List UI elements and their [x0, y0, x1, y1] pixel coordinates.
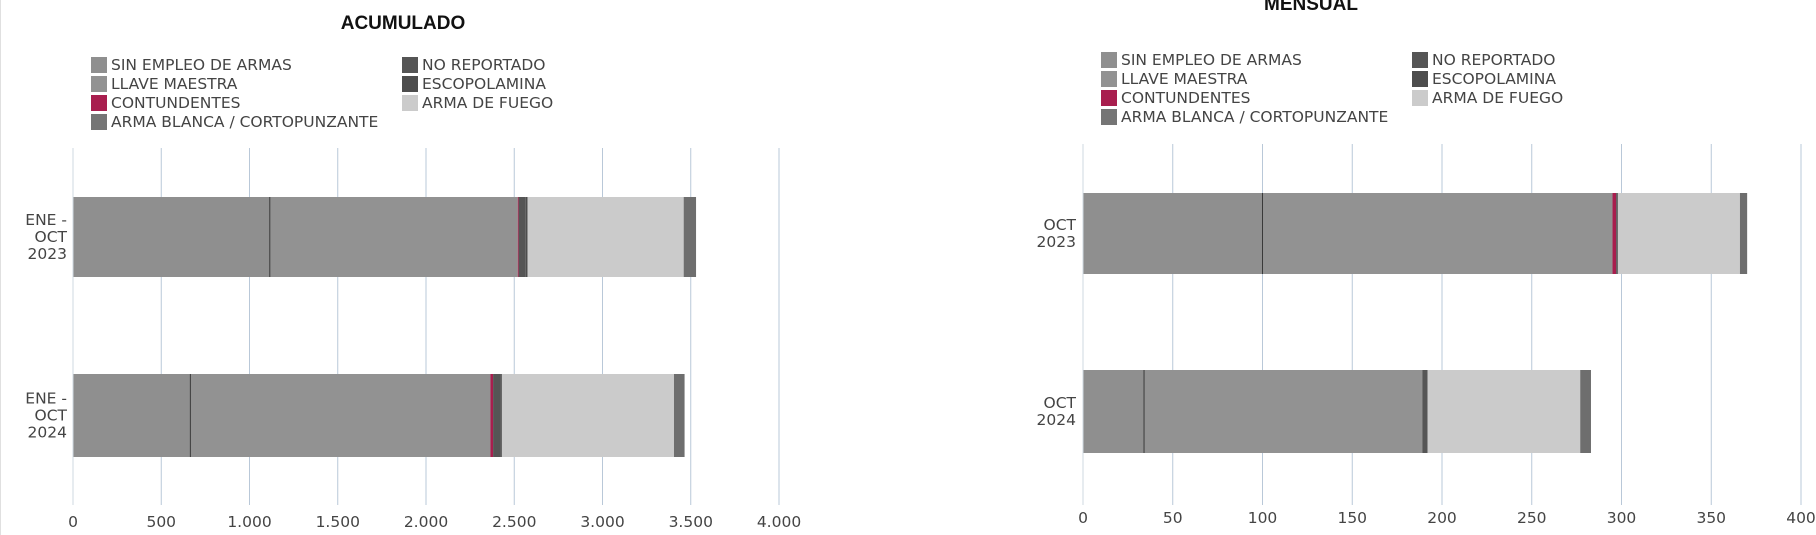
legend: SIN EMPLEO DE ARMAS LLAVE MAESTRA CONTUNDE… [1101, 51, 1601, 131]
legend-swatch [402, 57, 418, 73]
x-tick-label: 100 [1248, 509, 1278, 527]
x-tick-label: 250 [1517, 509, 1547, 527]
bar-segment [683, 197, 697, 277]
bar-segment [493, 374, 501, 457]
plot-area: 0 500 1.000 1.500 2.000 2.500 3.000 3.500 4.000 E… [25, 148, 801, 531]
legend-label: ESCOPOLAMINA [422, 75, 546, 93]
x-tick-label: 50 [1163, 509, 1183, 527]
bar-segment [73, 197, 270, 277]
legend-swatch [402, 76, 418, 92]
chart-title: ACUMULADO [340, 13, 466, 34]
bar-segment [1083, 193, 1263, 274]
bar-segment [1144, 370, 1423, 453]
bar-segment [190, 374, 491, 457]
chart-panel-acumulado: ACUMULADO SIN EMPLEO DE ARMAS LLAVE MAEST… [0, 0, 801, 535]
x-tick-label: 4.000 [757, 513, 801, 531]
legend-swatch [91, 76, 107, 92]
legend-label: CONTUNDENTES [111, 94, 241, 112]
legend-swatch [1101, 71, 1117, 87]
bar-segment [1617, 193, 1740, 274]
legend-label: LLAVE MAESTRA [1121, 70, 1248, 88]
bar-segment [490, 374, 494, 457]
bar-segment [73, 374, 191, 457]
chart-panel-mensual: MENSUAL SIN EMPLEO DE ARMAS LLAVE MAESTRA… [908, 0, 1816, 535]
x-tick-label: 500 [146, 513, 176, 531]
bar-segment [1422, 370, 1428, 453]
category-label: OCT 2024 [1037, 394, 1077, 429]
legend-label: ARMA BLANCA / CORTOPUNZANTE [111, 113, 379, 131]
x-tick-label: 400 [1786, 509, 1816, 527]
bar-segment [501, 374, 674, 457]
legend-swatch [1412, 90, 1428, 106]
bar-segment [518, 197, 526, 277]
legend-label: ARMA DE FUEGO [422, 94, 554, 112]
legend-swatch [1101, 52, 1117, 68]
legend-swatch [1412, 71, 1428, 87]
legend-swatch [91, 114, 107, 130]
legend-swatch [91, 57, 107, 73]
x-tick-label: 3.000 [580, 513, 624, 531]
x-tick-label: 3.500 [669, 513, 713, 531]
x-tick-label: 1.000 [227, 513, 271, 531]
chart-title: MENSUAL [1264, 0, 1358, 15]
legend-label: LLAVE MAESTRA [111, 75, 238, 93]
x-tick-label: 0 [68, 513, 78, 531]
x-tick-label: 1.500 [316, 513, 360, 531]
bar-segment [673, 374, 685, 457]
legend-swatch [91, 95, 107, 111]
category-label: ENE -OCT 2024 [25, 390, 67, 442]
bar-segment [527, 197, 684, 277]
legend-label: ARMA BLANCA / CORTOPUNZANTE [1121, 108, 1389, 126]
bar-segment [1612, 193, 1617, 274]
bar-segment [1427, 370, 1581, 453]
bar-segment [269, 197, 518, 277]
bar-segment [1262, 193, 1613, 274]
bar-segment [1580, 370, 1591, 453]
legend-label: SIN EMPLEO DE ARMAS [111, 56, 292, 74]
legend-swatch [1101, 90, 1117, 106]
legend-label: NO REPORTADO [1432, 51, 1556, 69]
x-tick-label: 2.000 [404, 513, 448, 531]
bar-segment [1739, 193, 1748, 274]
bar-segment [500, 374, 502, 457]
legend-swatch [1412, 52, 1428, 68]
legend-label: NO REPORTADO [422, 56, 546, 74]
legend: SIN EMPLEO DE ARMAS LLAVE MAESTRA CONTUNDE… [91, 56, 591, 136]
legend-label: ESCOPOLAMINA [1432, 70, 1556, 88]
plot-area: 0 50 100 150 200 250 300 350 400 OCT 2023 OCT 2024 [1037, 144, 1816, 527]
legend-label: CONTUNDENTES [1121, 89, 1251, 107]
bar-segment [1083, 370, 1145, 453]
x-tick-label: 300 [1607, 509, 1637, 527]
bar-segment [1616, 193, 1618, 274]
legend-swatch [1101, 109, 1117, 125]
x-tick-label: 2.500 [492, 513, 536, 531]
x-tick-label: 200 [1427, 509, 1457, 527]
category-label: OCT 2023 [1037, 216, 1077, 251]
bar-segment [517, 197, 519, 277]
legend-label: SIN EMPLEO DE ARMAS [1121, 51, 1302, 69]
x-tick-label: 0 [1078, 509, 1088, 527]
x-tick-label: 150 [1337, 509, 1367, 527]
legend-swatch [402, 95, 418, 111]
legend-label: ARMA DE FUEGO [1432, 89, 1564, 107]
x-tick-label: 350 [1696, 509, 1726, 527]
bar-segment [525, 197, 528, 277]
category-label: ENE -OCT 2023 [25, 211, 67, 263]
